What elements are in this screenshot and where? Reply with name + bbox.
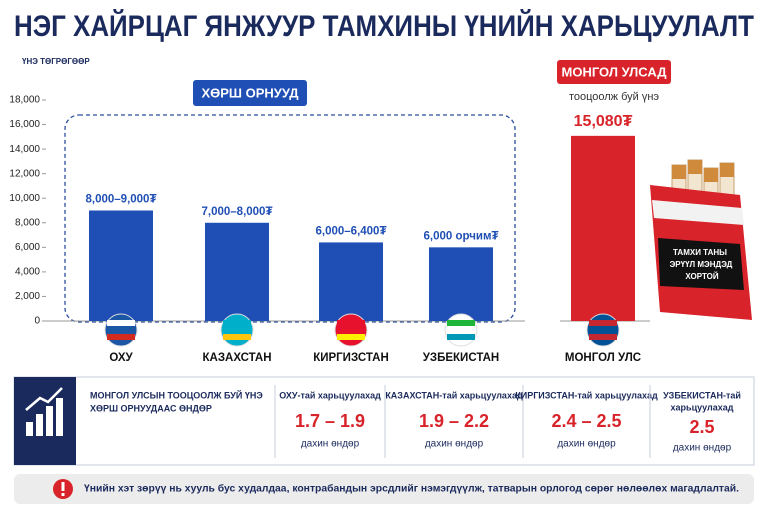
comparison-label: ОХУ-тай харьцуулахад bbox=[279, 390, 381, 400]
cigarette-pack bbox=[650, 159, 752, 320]
flag bbox=[589, 334, 617, 340]
flag bbox=[220, 313, 254, 347]
x-tick-label: МОНГОЛ УЛС bbox=[565, 352, 641, 364]
flag bbox=[107, 320, 135, 326]
x-tick-label: КИРГИЗСТАН bbox=[313, 352, 389, 364]
y-tick-label: 0 bbox=[34, 316, 40, 327]
footer-text: Үнийн хэт зөрүү нь хууль бус худалдаа, к… bbox=[84, 483, 739, 495]
flag bbox=[223, 334, 251, 340]
title: НЭГ ХАЙРЦАГ ЯНЖУУР ТАМХИНЫ ҮНИЙН ХАРЬЦУУ… bbox=[14, 9, 754, 43]
x-tick-label: УЗБЕКИСТАН bbox=[423, 352, 500, 364]
summary-text: ХӨРШ ОРНУУДААС ӨНДӨР bbox=[90, 403, 212, 413]
pack-text: ХОРТОЙ bbox=[685, 272, 718, 281]
warning-icon bbox=[61, 482, 65, 491]
flag bbox=[586, 313, 620, 347]
flag bbox=[337, 320, 365, 326]
highlight-label: МОНГОЛ УЛСАД bbox=[562, 64, 668, 79]
value-label: 15,080₮ bbox=[574, 113, 633, 130]
comparison-note: дахин өндөр bbox=[301, 439, 360, 450]
y-tick-label: 4,000 bbox=[15, 267, 40, 278]
summary-panel bbox=[13, 376, 755, 466]
y-axis-label: ҮНЭ ТӨГРӨГӨӨР bbox=[22, 57, 90, 66]
comparison-note: дахин өндөр bbox=[557, 439, 616, 450]
flag bbox=[334, 313, 368, 347]
y-tick-label: 16,000 bbox=[9, 119, 40, 130]
flag bbox=[589, 320, 617, 326]
comparison-label: КИРГИЗСТАН-тай харьцуулахад bbox=[515, 390, 658, 400]
value-label: 8,000–9,000₮ bbox=[86, 194, 157, 206]
flag bbox=[223, 320, 251, 326]
comparison-ratio: 2.4 – 2.5 bbox=[551, 411, 621, 431]
y-tick-label: 8,000 bbox=[15, 217, 40, 228]
bar bbox=[89, 210, 153, 321]
flag bbox=[107, 334, 135, 340]
value-label: 6,000–6,400₮ bbox=[316, 225, 387, 237]
comparison-label: УЗБЕКИСТАН-тай bbox=[663, 390, 741, 400]
summary-text: МОНГОЛ УЛСЫН ТООЦООЛЖ БУЙ ҮНЭ bbox=[90, 389, 263, 400]
group-tag bbox=[193, 80, 307, 106]
value-label: 7,000–8,000₮ bbox=[202, 206, 273, 218]
warning-icon bbox=[61, 493, 65, 496]
footer-box bbox=[14, 474, 754, 504]
comparison-ratio: 1.7 – 1.9 bbox=[295, 411, 365, 431]
y-tick-label: 2,000 bbox=[15, 291, 40, 302]
y-tick-label: 10,000 bbox=[9, 193, 40, 204]
comparison-label: КАЗАХСТАН-тай харьцуулахад bbox=[385, 390, 523, 400]
value-label: 6,000 орчим₮ bbox=[423, 230, 498, 242]
bar bbox=[571, 135, 635, 321]
bar bbox=[429, 247, 493, 321]
summary-icon bbox=[25, 387, 63, 436]
bar bbox=[319, 242, 383, 321]
flag bbox=[447, 334, 475, 340]
x-tick-label: ОХУ bbox=[109, 352, 133, 364]
group-label: ХӨРШ ОРНУУД bbox=[201, 85, 299, 100]
comparison-ratio: 1.9 – 2.2 bbox=[419, 411, 489, 431]
comparison-label: харьцуулахад bbox=[671, 402, 734, 412]
group-box bbox=[64, 114, 516, 323]
bar bbox=[205, 222, 269, 321]
flag bbox=[447, 320, 475, 326]
y-tick-label: 12,000 bbox=[9, 168, 40, 179]
flag bbox=[104, 313, 138, 347]
x-tick-label: КАЗАХСТАН bbox=[203, 352, 272, 364]
comparison-note: дахин өндөр bbox=[425, 439, 484, 450]
highlight-tag bbox=[557, 60, 671, 84]
pack-text: ТАМХИ ТАНЫ bbox=[673, 248, 727, 257]
summary-icon-bg bbox=[14, 377, 76, 465]
y-tick-label: 6,000 bbox=[15, 242, 40, 253]
comparison-note: дахин өндөр bbox=[673, 443, 732, 454]
flag bbox=[337, 334, 365, 340]
comparison-ratio: 2.5 bbox=[689, 417, 714, 437]
flag bbox=[444, 313, 478, 347]
y-tick-label: 14,000 bbox=[9, 144, 40, 155]
y-tick-label: 18,000 bbox=[9, 95, 40, 106]
highlight-sub: тооцоолж буй үнэ bbox=[569, 91, 659, 103]
pack-text: ЭРҮҮЛ МЭНДЭД bbox=[670, 260, 733, 269]
